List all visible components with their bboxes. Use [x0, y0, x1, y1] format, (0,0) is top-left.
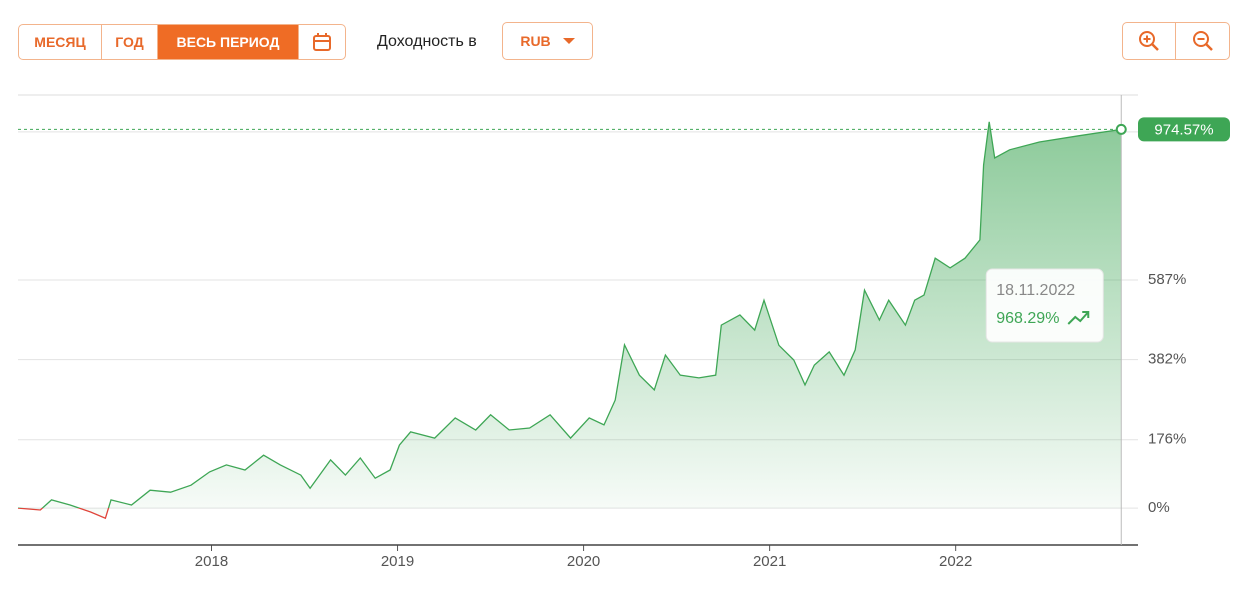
- x-tick-label: 2021: [753, 553, 786, 570]
- area-fill: [18, 121, 1122, 519]
- calendar-button[interactable]: [299, 25, 345, 59]
- currency: RUB: [520, 33, 551, 49]
- tooltip-date: 18.11.2022: [996, 282, 1075, 299]
- x-tick-label: 2020: [567, 553, 600, 570]
- yield-label: Доходность в: [377, 33, 477, 50]
- zoom-in-button[interactable]: [1123, 23, 1177, 59]
- currency-select[interactable]: RUB: [502, 22, 593, 60]
- currency-button[interactable]: RUB: [503, 23, 592, 59]
- x-tick-label: 2019: [381, 553, 414, 570]
- period-selector: МЕСЯЦ ГОД ВЕСЬ ПЕРИОД: [18, 24, 346, 60]
- zoom-controls: [1122, 22, 1230, 60]
- last-point: [1115, 123, 1127, 135]
- period-button[interactable]: МЕСЯЦ: [19, 25, 102, 59]
- y-tick-label: 968.24%: [1148, 123, 1207, 140]
- last-value-label: 974.57%: [1154, 121, 1213, 138]
- y-tick-label: 0%: [1148, 499, 1170, 516]
- y-tick-label: 587%: [1148, 271, 1186, 288]
- zoom-out-icon: [1192, 31, 1213, 51]
- tooltip: [985, 268, 1104, 343]
- y-tick-label: 382%: [1148, 351, 1186, 368]
- line: [17, 121, 1122, 520]
- tooltip-value: 968.29%: [996, 310, 1059, 327]
- last-value-badge: [1138, 117, 1230, 142]
- zoom-in-icon: [1139, 31, 1159, 51]
- x-tick-label: 2022: [939, 553, 972, 570]
- period-button[interactable]: ВЕСЬ ПЕРИОД: [158, 25, 299, 59]
- period-button[interactable]: ГОД: [102, 25, 158, 59]
- calendar-icon: [313, 33, 331, 51]
- zoom-out-button[interactable]: [1176, 23, 1229, 59]
- y-tick-label: 176%: [1148, 431, 1186, 448]
- x-tick-label: 2018: [195, 553, 228, 570]
- trend-icon: [1067, 311, 1090, 325]
- dropdown-arrow: [562, 38, 575, 44]
